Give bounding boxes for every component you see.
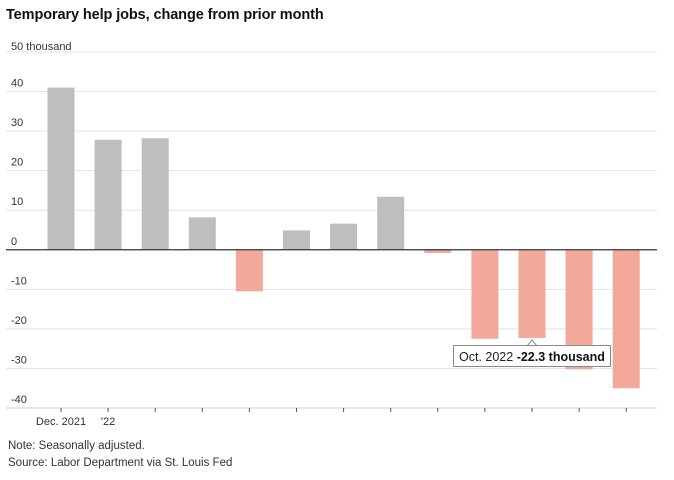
y-tick-label: 0 [11, 236, 17, 248]
x-axis: Dec. 2021 '22 [6, 249, 657, 428]
x-tick-label: '22 [101, 416, 115, 428]
source-text: Source: Labor Department via St. Louis F… [8, 457, 233, 469]
y-axis-ticks: -40 -30 -20 -10 0 10 20 30 40 [11, 78, 27, 406]
bar[interactable] [141, 138, 169, 250]
bar[interactable] [518, 249, 546, 338]
y-tick-label: -20 [11, 315, 27, 327]
bar[interactable] [330, 223, 358, 250]
bar[interactable] [471, 249, 499, 339]
y-tick-label: 20 [11, 157, 23, 169]
bar[interactable] [377, 196, 405, 250]
tooltip-value: -22.3 thousand [516, 350, 605, 364]
y-tick-label: 40 [11, 78, 23, 90]
tooltip-date: Oct. 2022 [459, 350, 514, 364]
y-axis-top-label: 50 thousand [11, 41, 72, 53]
bar[interactable] [94, 139, 122, 250]
bars [47, 87, 640, 389]
chart-title: Temporary help jobs, change from prior m… [6, 7, 324, 23]
y-tick-label: 30 [11, 117, 23, 129]
bar-tooltip: Oct. 2022 -22.3 thousand [453, 345, 611, 367]
bar-chart: -40 -30 -20 -10 0 10 20 30 40 Dec. 2021 '22 50 th… [6, 41, 657, 428]
note-text: Note: Seasonally adjusted. [8, 440, 145, 452]
x-tick-label: Dec. 2021 [36, 416, 86, 428]
y-tick-label: -10 [11, 275, 27, 287]
y-tick-label: -40 [11, 394, 27, 406]
bar[interactable] [47, 87, 75, 250]
y-tick-label: 10 [11, 196, 23, 208]
bar[interactable] [612, 249, 640, 389]
bar[interactable] [235, 249, 263, 292]
bar[interactable] [283, 230, 310, 250]
y-tick-label: -30 [11, 354, 27, 366]
bar[interactable] [188, 217, 216, 250]
bar[interactable] [424, 249, 452, 253]
